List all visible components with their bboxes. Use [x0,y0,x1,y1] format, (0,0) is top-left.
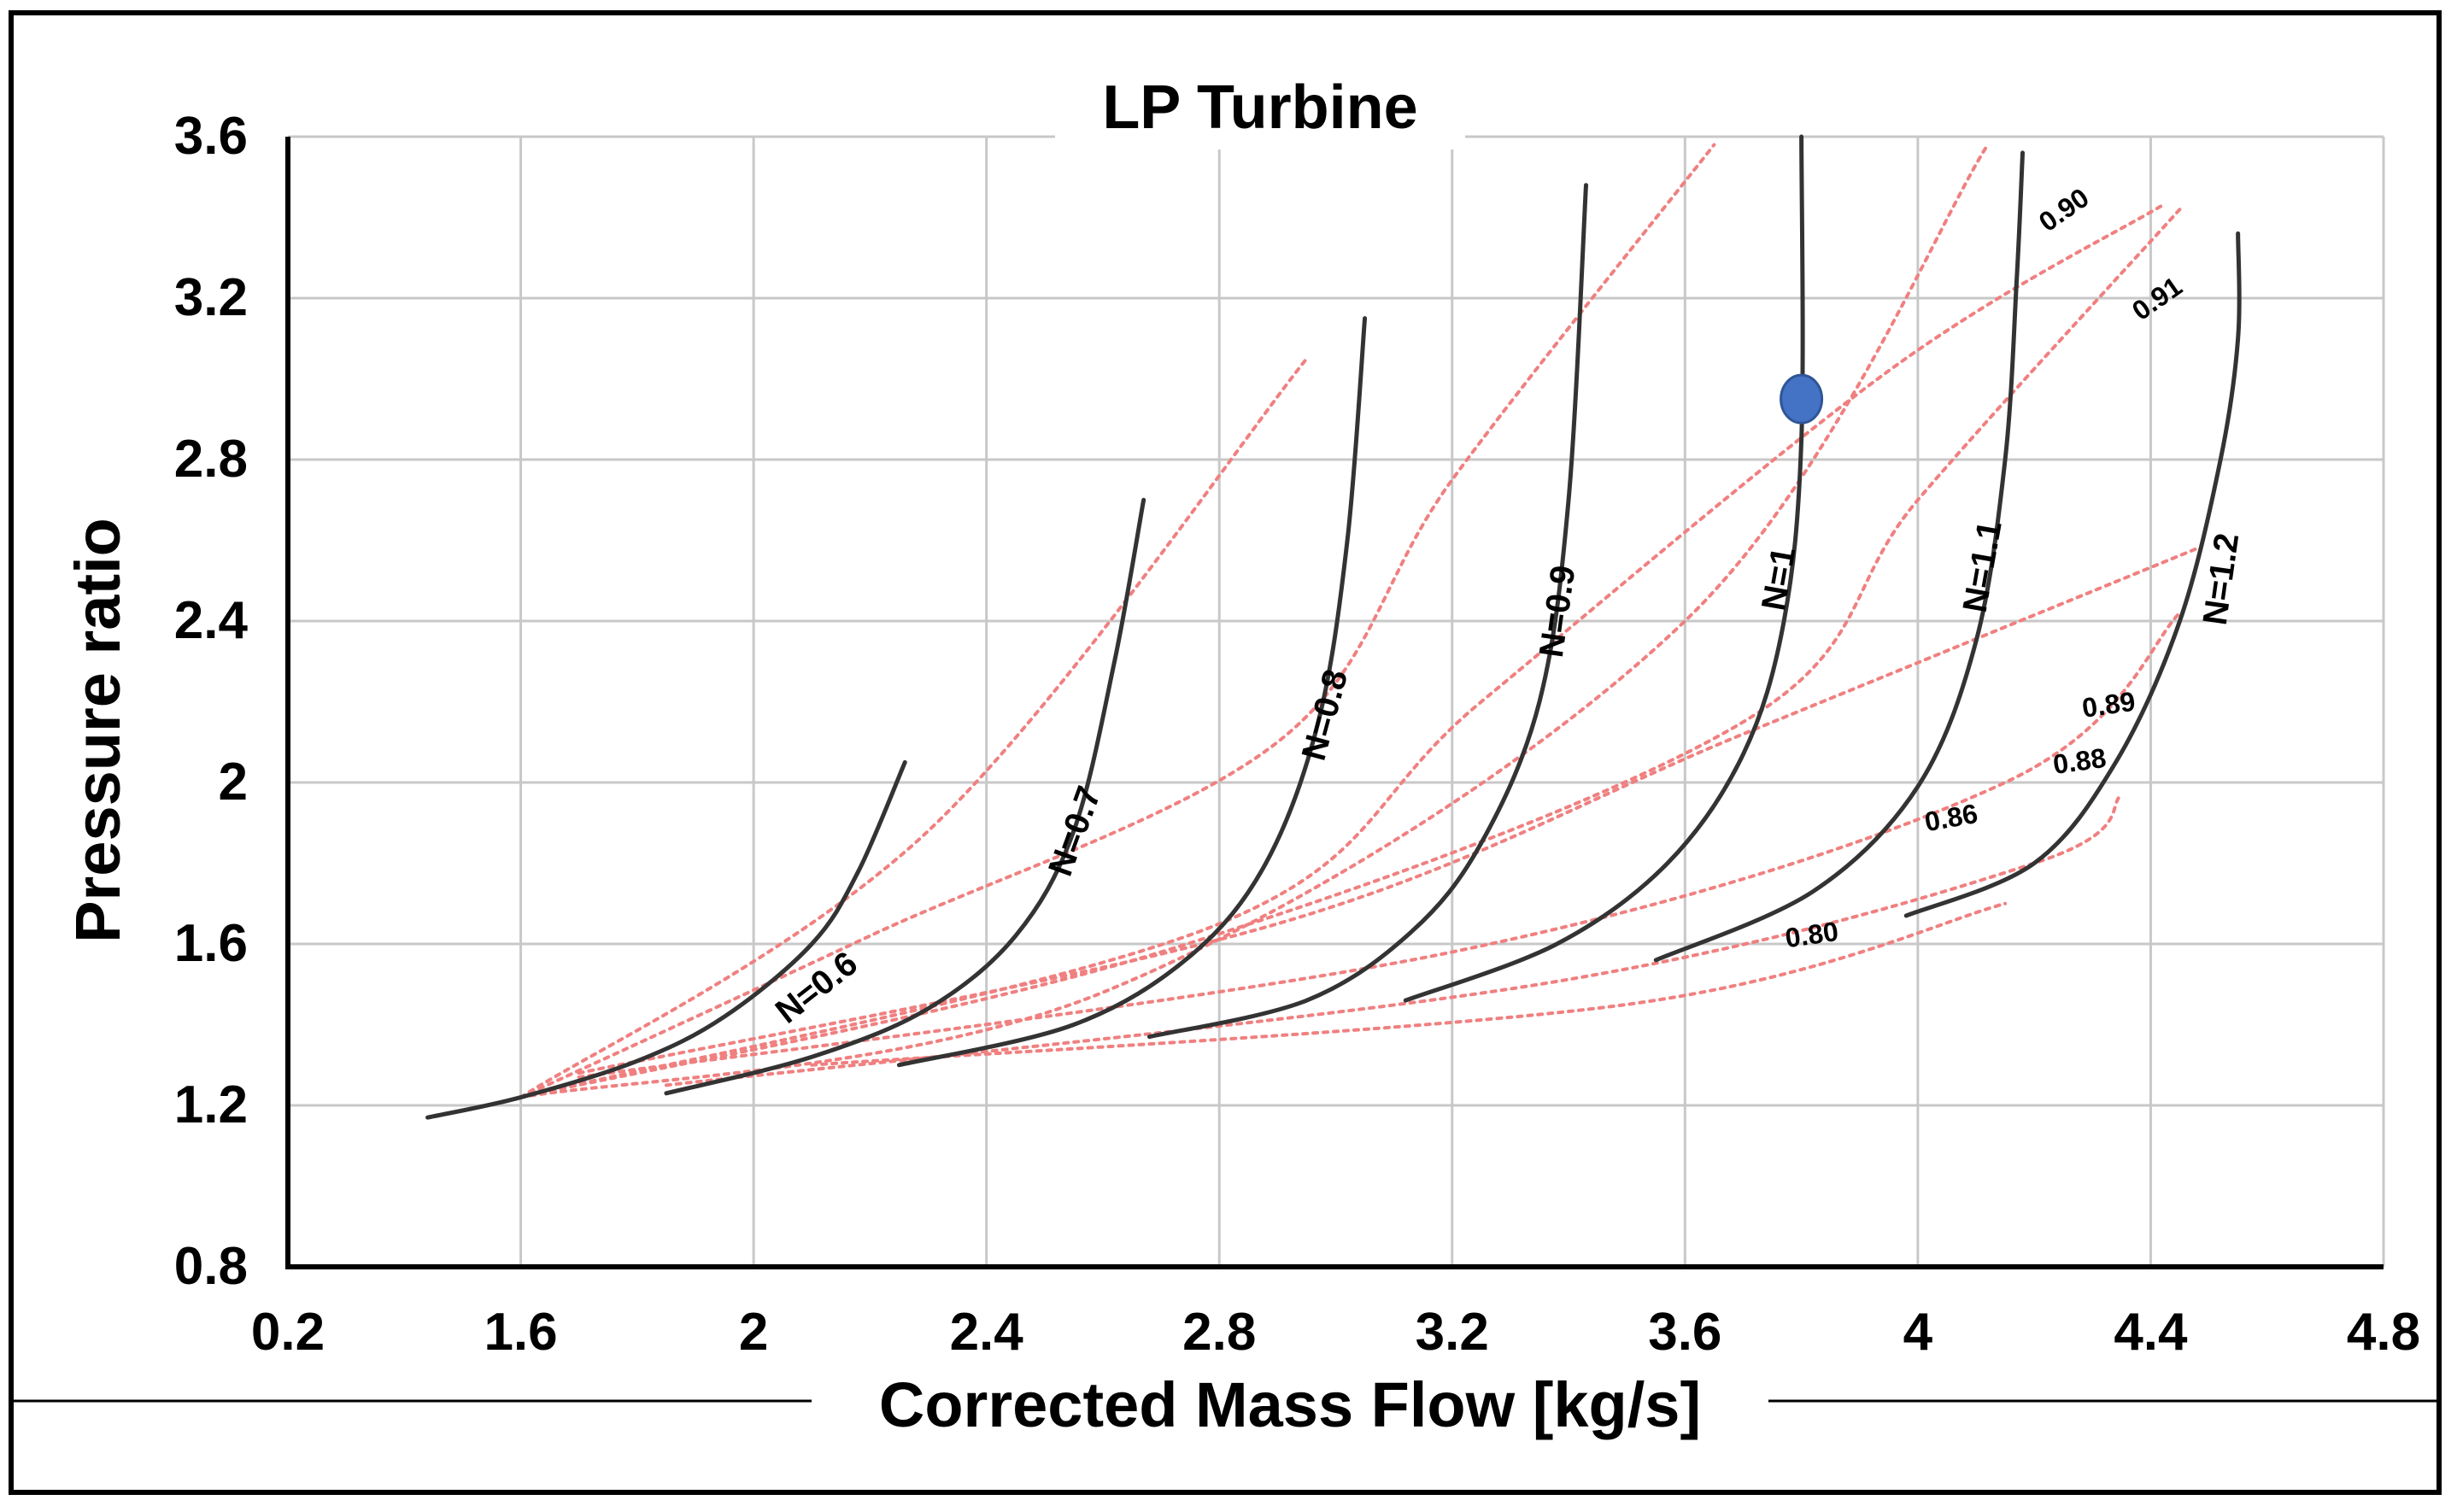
speed-line-label: N=0.6 [769,945,865,1031]
y-tick-label: 0.8 [174,1237,248,1296]
x-axis-title-background [812,1358,1768,1452]
y-tick-label: 1.6 [174,914,248,973]
y-tick-label: 2.4 [174,591,249,650]
speed-line [1653,150,2026,963]
efficiency-contour [519,143,1716,1099]
efficiency-contour [519,208,2182,1099]
x-tick-label: 3.6 [1648,1303,1721,1362]
x-tick-label: 3.2 [1416,1303,1489,1362]
speed-line-label: N=0.9 [1533,563,1583,659]
efficiency-contour [519,203,2165,1099]
x-axis-title: Corrected Mass Flow [kg/s] [879,1369,1701,1440]
operating-point-marker [1780,373,1824,425]
y-tick-label: 1.2 [174,1075,248,1134]
x-tick-label: 4.8 [2347,1303,2420,1362]
speed-line [1903,231,2242,918]
chart-frame [9,10,2442,1495]
efficiency-label: 0.86 [1922,798,1980,837]
efficiency-label: 0.90 [2033,182,2095,237]
chart-title: LP Turbine [1102,73,1417,142]
y-tick-label: 3.2 [174,268,248,327]
x-tick-label: 2.8 [1182,1303,1256,1362]
speed-line [425,759,907,1120]
speed-line-label: N=0.7 [1041,782,1108,881]
x-tick-label: 0.2 [251,1303,325,1362]
speed-line-label: N=1.1 [1956,518,2009,615]
title-background [1055,68,1465,149]
y-tick-label: 3.6 [174,107,248,166]
efficiency-label: 0.89 [2080,686,2137,724]
efficiency-label: 0.88 [2051,742,2108,780]
curve-labels: N=0.6 N=0.7 N=0.8 N=0.9 N=1 N=1.1 N=1.2 0.91 0.9… [769,182,2246,1031]
speed-line [1146,183,1588,1040]
efficiency-label: 0.91 [2126,271,2188,326]
efficiency-contour [519,356,1309,1099]
speed-line-label: N=0.8 [1295,665,1355,765]
x-tick-label: 4.4 [2114,1303,2188,1362]
speed-line [664,497,1146,1096]
y-axis-title: Pressure ratio [62,518,133,943]
efficiency-contour [810,901,2008,1067]
x-tick-label: 2.4 [950,1303,1024,1362]
x-tick-label: 2 [739,1303,768,1362]
speed-lines [425,134,2242,1120]
efficiency-label: 0.80 [1783,916,1840,953]
x-tick-label: 1.6 [484,1303,557,1362]
speed-line [896,316,1368,1068]
speed-line-label: N=1.2 [2196,530,2247,627]
speed-line-label: N=1 [1755,544,1803,613]
operating-point [1780,373,1824,425]
x-tick-label: 4 [1903,1303,1933,1362]
y-tick-label: 2 [219,753,248,812]
tick-labels: 3.6 3.2 2.8 2.4 2 1.6 1.2 0.80.2 1.6 2 2.4 2.8 3.2 3.… [174,107,2420,1362]
y-tick-label: 2.8 [174,430,248,489]
